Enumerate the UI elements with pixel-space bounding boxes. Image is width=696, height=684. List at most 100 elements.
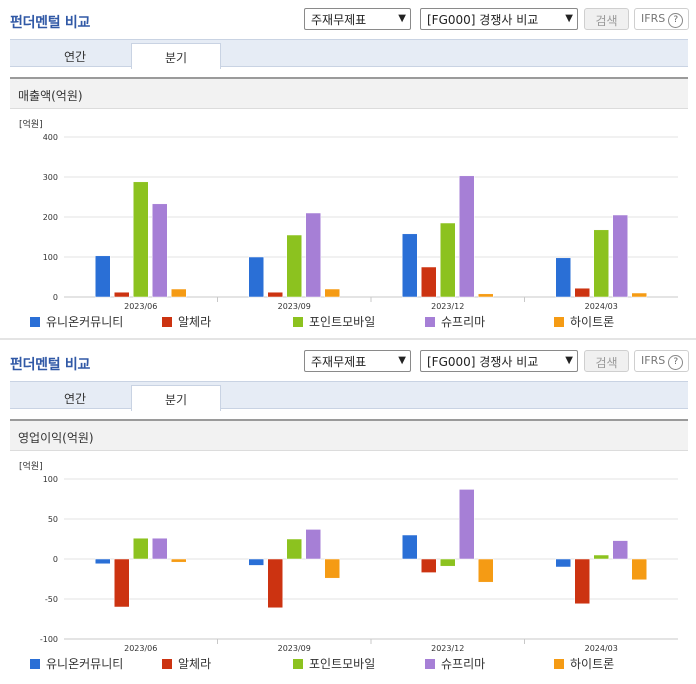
bar-슈프리마[interactable] xyxy=(152,203,168,298)
legend-swatch xyxy=(425,659,435,669)
ifrs-button[interactable]: IFRS? xyxy=(634,350,689,372)
y-tick-label: 0 xyxy=(53,293,58,302)
bar-알체라[interactable] xyxy=(421,558,437,573)
report-select[interactable]: 주재무제표 ▼ xyxy=(304,350,411,372)
bar-하이트론[interactable] xyxy=(171,558,187,563)
legend-item[interactable]: 포인트모바일 xyxy=(293,655,375,672)
legend-item[interactable]: 알체라 xyxy=(162,313,211,330)
legend-swatch xyxy=(293,317,303,327)
legend-item[interactable]: 하이트론 xyxy=(554,313,614,330)
chart-header: 영업이익(억원) xyxy=(10,421,688,451)
legend-item[interactable]: 슈프리마 xyxy=(425,313,485,330)
legend-item[interactable]: 알체라 xyxy=(162,655,211,672)
compare-select[interactable]: [FG000] 경쟁사 비교 ▼ xyxy=(420,8,578,30)
chart-title: 매출액(억원) xyxy=(18,89,83,103)
chart-title: 영업이익(억원) xyxy=(18,431,94,445)
bar-하이트론[interactable] xyxy=(478,293,494,298)
bar-알체라[interactable] xyxy=(574,287,590,298)
legend-swatch xyxy=(30,317,40,327)
bar-하이트론[interactable] xyxy=(324,558,340,579)
ifrs-label: IFRS xyxy=(641,354,666,367)
bar-알체라[interactable] xyxy=(574,558,590,605)
unit-label: [억원] xyxy=(19,460,43,472)
bar-슈프리마[interactable] xyxy=(612,540,628,560)
legend-swatch xyxy=(162,659,172,669)
x-tick-label: 2023/09 xyxy=(278,302,311,311)
report-select[interactable]: 주재무제표 ▼ xyxy=(304,8,411,30)
bar-포인트모바일[interactable] xyxy=(286,234,302,298)
y-tick-label: 200 xyxy=(43,213,58,222)
bar-유니온커뮤니티[interactable] xyxy=(248,558,264,566)
revenue-chart-plot: [억원] 0 100 200 300 400 2023/06 2023/09 2023/12 20… xyxy=(19,118,678,311)
bar-슈프리마[interactable] xyxy=(152,537,168,560)
legend-label: 유니온커뮤니티 xyxy=(46,657,124,671)
legend-swatch xyxy=(162,317,172,327)
compare-select-value: [FG000] 경쟁사 비교 xyxy=(427,13,539,27)
bar-하이트론[interactable] xyxy=(631,558,647,581)
bar-하이트론[interactable] xyxy=(631,292,647,298)
bar-포인트모바일[interactable] xyxy=(593,229,609,298)
tab-quarterly[interactable]: 분기 xyxy=(131,43,221,69)
bar-유니온커뮤니티[interactable] xyxy=(95,255,111,298)
legend-label: 유니온커뮤니티 xyxy=(46,315,124,329)
unit-label: [억원] xyxy=(19,118,43,130)
legend-item[interactable]: 유니온커뮤니티 xyxy=(30,313,123,330)
period-tabs: 연간 분기 xyxy=(10,39,688,69)
bar-슈프리마[interactable] xyxy=(459,175,475,298)
bar-유니온커뮤니티[interactable] xyxy=(555,558,571,568)
tab-quarterly[interactable]: 분기 xyxy=(131,385,221,411)
bar-포인트모바일[interactable] xyxy=(133,181,149,298)
legend-item[interactable]: 하이트론 xyxy=(554,655,614,672)
bar-슈프리마[interactable] xyxy=(612,214,628,298)
legend-label: 포인트모바일 xyxy=(309,657,376,671)
x-tick-label: 2024/03 xyxy=(585,644,618,653)
legend-item[interactable]: 유니온커뮤니티 xyxy=(30,655,123,672)
panel-header: 펀더멘털 비교 주재무제표 ▼ [FG000] 경쟁사 비교 ▼ 검색 IFRS… xyxy=(0,0,696,36)
y-tick-label: 100 xyxy=(43,253,58,262)
chart-legend: 유니온커뮤니티 알체라 포인트모바일 슈프리마 하이트론 xyxy=(10,655,688,673)
bar-슈프리마[interactable] xyxy=(305,212,321,298)
legend-label: 하이트론 xyxy=(570,657,615,671)
bar-하이트론[interactable] xyxy=(324,288,340,298)
help-icon: ? xyxy=(668,13,684,28)
panel-header: 펀더멘털 비교 주재무제표 ▼ [FG000] 경쟁사 비교 ▼ 검색 IFRS… xyxy=(0,342,696,378)
compare-select[interactable]: [FG000] 경쟁사 비교 ▼ xyxy=(420,350,578,372)
x-tick-label: 2024/03 xyxy=(585,302,618,311)
x-tick-label: 2023/12 xyxy=(431,302,464,311)
bar-알체라[interactable] xyxy=(114,558,130,608)
bar-포인트모바일[interactable] xyxy=(440,558,456,567)
y-tick-label: -50 xyxy=(45,595,58,604)
bar-유니온커뮤니티[interactable] xyxy=(402,233,418,298)
tab-annual[interactable]: 연간 xyxy=(63,392,87,406)
legend-swatch xyxy=(293,659,303,669)
compare-select-value: [FG000] 경쟁사 비교 xyxy=(427,355,539,369)
legend-item[interactable]: 포인트모바일 xyxy=(293,313,375,330)
bar-슈프리마[interactable] xyxy=(305,529,321,560)
bar-알체라[interactable] xyxy=(267,291,283,298)
y-tick-label: 100 xyxy=(43,475,58,484)
ifrs-button[interactable]: IFRS? xyxy=(634,8,689,30)
help-icon: ? xyxy=(668,355,684,370)
bar-슈프리마[interactable] xyxy=(459,489,475,560)
legend-item[interactable]: 슈프리마 xyxy=(425,655,485,672)
tab-annual[interactable]: 연간 xyxy=(63,50,87,64)
y-tick-label: -100 xyxy=(40,635,58,644)
bar-하이트론[interactable] xyxy=(171,288,187,298)
search-button[interactable]: 검색 xyxy=(584,350,629,372)
bar-포인트모바일[interactable] xyxy=(440,222,456,298)
bar-포인트모바일[interactable] xyxy=(593,554,609,560)
y-tick-label: 400 xyxy=(43,133,58,142)
bar-유니온커뮤니티[interactable] xyxy=(248,256,264,298)
bar-포인트모바일[interactable] xyxy=(133,537,149,560)
bar-유니온커뮤니티[interactable] xyxy=(402,534,418,560)
search-button[interactable]: 검색 xyxy=(584,8,629,30)
bar-유니온커뮤니티[interactable] xyxy=(95,558,111,565)
bar-유니온커뮤니티[interactable] xyxy=(555,257,571,298)
bar-알체라[interactable] xyxy=(114,291,130,298)
bar-알체라[interactable] xyxy=(267,558,283,609)
legend-label: 하이트론 xyxy=(570,315,615,329)
bar-알체라[interactable] xyxy=(421,266,437,298)
bar-하이트론[interactable] xyxy=(478,558,494,583)
bar-포인트모바일[interactable] xyxy=(286,538,302,560)
page-title: 펀더멘털 비교 xyxy=(10,357,91,373)
